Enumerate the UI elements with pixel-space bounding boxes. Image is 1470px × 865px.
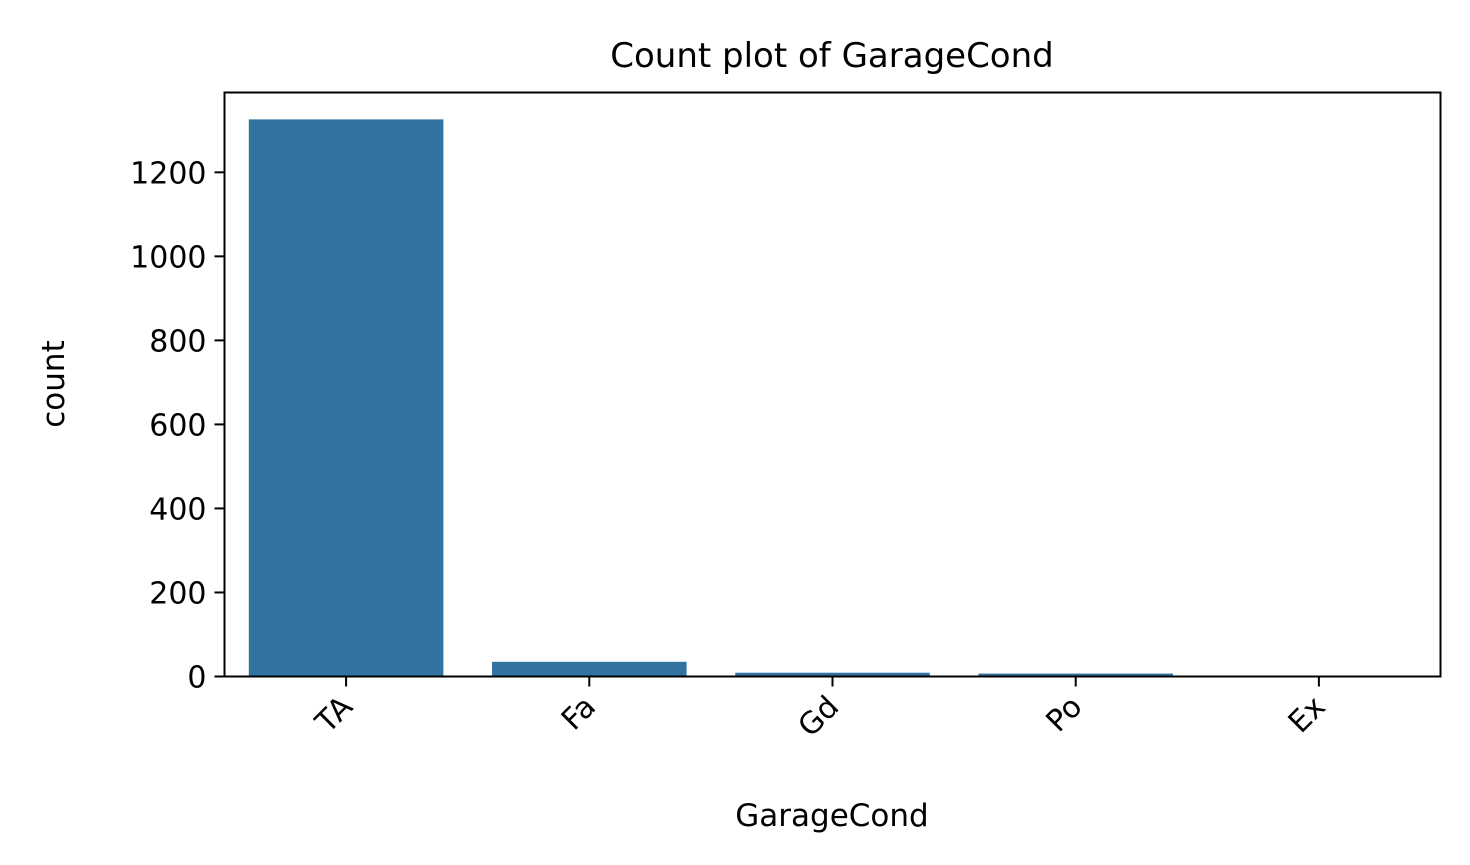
y-tick-label: 400 (149, 492, 206, 527)
y-tick-label: 1200 (130, 156, 206, 191)
y-tick-label: 200 (149, 576, 206, 611)
bar-ta (248, 119, 444, 677)
chart-title: Count plot of GarageCond (610, 36, 1054, 76)
y-tick-label: 800 (149, 324, 206, 359)
y-tick-label: 600 (149, 408, 206, 443)
x-axis-label: GarageCond (735, 798, 928, 834)
bar-gd (735, 672, 930, 677)
bars-group (248, 119, 1417, 677)
y-axis: 0 200 400 600 800 1000 1200 (130, 156, 225, 696)
y-axis-label: count (36, 340, 72, 427)
plot-frame (223, 91, 1442, 678)
x-tick-label-ex: Ex (1282, 689, 1333, 740)
x-tick-label-po: Po (1040, 689, 1090, 739)
y-tick-label: 1000 (130, 240, 206, 275)
bar-fa (492, 661, 687, 677)
x-tick-label-gd: Gd (791, 689, 846, 744)
x-tick-label-fa: Fa (555, 689, 603, 737)
y-tick-label: 0 (187, 661, 206, 696)
bar-po (978, 673, 1173, 677)
x-tick-label-ta: TA (308, 689, 360, 741)
x-axis: TA Fa Gd Po Ex (308, 676, 1333, 744)
